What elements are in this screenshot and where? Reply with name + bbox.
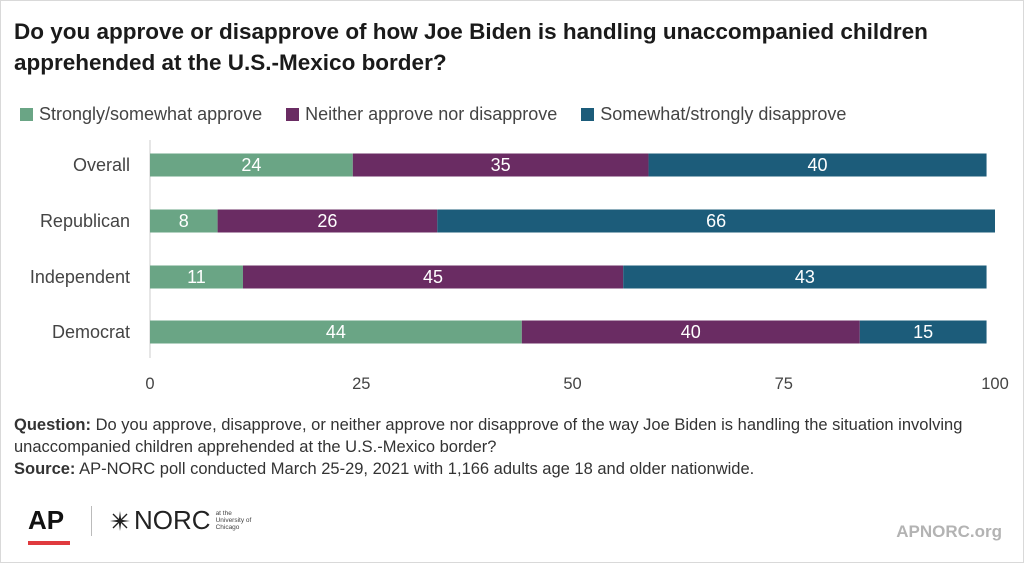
question-label: Question: — [14, 416, 91, 434]
legend-item-neither: Neither approve nor disapprove — [286, 104, 557, 125]
question-text: Do you approve, disapprove, or neither a… — [14, 416, 963, 456]
data-label-democrat-somewhat-strongly-disapprove: 15 — [913, 322, 933, 342]
norc-subtext: at the University of Chicago — [215, 510, 252, 531]
legend-label-approve: Strongly/somewhat approve — [39, 103, 263, 124]
bar-republican-somewhat-strongly-disapprove — [437, 209, 995, 233]
x-tick-label-25: 25 — [352, 375, 370, 393]
x-tick-label-0: 0 — [145, 375, 154, 393]
data-label-republican-somewhat-strongly-disapprove: 66 — [706, 211, 726, 231]
norc-logo: NORC at the University of Chicago — [110, 505, 258, 536]
chart-footer: Question: Do you approve, disapprove, or… — [14, 414, 1014, 480]
norc-wordmark: NORC — [134, 505, 211, 535]
bar-overall-neither-approve-nor-disapprove — [352, 153, 649, 177]
bar-democrat-strongly-somewhat-approve — [150, 320, 522, 344]
category-label-overall: Overall — [73, 155, 130, 175]
site-url: APNORC.org — [896, 522, 1002, 541]
bar-republican-strongly-somewhat-approve — [150, 209, 218, 233]
legend: Strongly/somewhat approve Neither approv… — [20, 100, 846, 128]
data-label-independent-neither-approve-nor-disapprove: 45 — [423, 267, 443, 287]
legend-swatch-disapprove — [581, 107, 595, 121]
legend-label-disapprove: Somewhat/strongly disapprove — [600, 103, 847, 124]
data-label-democrat-neither-approve-nor-disapprove: 40 — [681, 322, 701, 342]
chart-title: Do you approve or disapprove of how Joe … — [14, 19, 928, 75]
stacked-bar-chart: Overall 24 35 40 Republican 8 26 66 Independent 1… — [30, 140, 1009, 393]
bar-democrat-somewhat-strongly-disapprove — [859, 320, 987, 344]
ap-logo: AP — [28, 505, 65, 535]
x-tick-label-75: 75 — [775, 375, 793, 393]
data-label-republican-strongly-somewhat-approve: 8 — [179, 211, 189, 231]
data-label-overall-neither-approve-nor-disapprove: 35 — [491, 155, 511, 175]
bar-republican-neither-approve-nor-disapprove — [217, 209, 438, 233]
bar-independent-neither-approve-nor-disapprove — [242, 265, 624, 289]
legend-swatch-neither — [286, 107, 300, 121]
bar-independent-strongly-somewhat-approve — [150, 265, 243, 289]
category-label-republican: Republican — [40, 211, 130, 231]
data-label-overall-somewhat-strongly-disapprove: 40 — [808, 155, 828, 175]
legend-item-approve: Strongly/somewhat approve — [20, 104, 262, 125]
data-label-democrat-strongly-somewhat-approve: 44 — [326, 322, 346, 342]
category-label-democrat: Democrat — [52, 322, 130, 342]
bar-democrat-neither-approve-nor-disapprove — [521, 320, 860, 344]
legend-item-disapprove: Somewhat/strongly disapprove — [581, 104, 846, 125]
legend-swatch-approve — [20, 107, 33, 121]
logo-divider — [91, 506, 92, 536]
bar-overall-somewhat-strongly-disapprove — [648, 153, 987, 177]
category-label-independent: Independent — [30, 267, 130, 287]
legend-label-neither: Neither approve nor disapprove — [305, 103, 558, 124]
data-label-independent-somewhat-strongly-disapprove: 43 — [795, 267, 815, 287]
data-label-republican-neither-approve-nor-disapprove: 26 — [317, 211, 337, 231]
bar-overall-strongly-somewhat-approve — [150, 153, 353, 177]
source-note: Source: AP-NORC poll conducted March 25-… — [14, 458, 1014, 480]
question-note: Question: Do you approve, disapprove, or… — [14, 414, 1014, 458]
norc-star-icon — [110, 510, 130, 531]
data-label-overall-strongly-somewhat-approve: 24 — [241, 155, 261, 175]
bar-independent-somewhat-strongly-disapprove — [623, 265, 987, 289]
x-tick-label-50: 50 — [563, 375, 581, 393]
data-label-independent-strongly-somewhat-approve: 11 — [187, 267, 206, 287]
source-text: AP-NORC poll conducted March 25-29, 2021… — [79, 460, 755, 478]
x-tick-label-100: 100 — [981, 375, 1009, 393]
source-label: Source: — [14, 460, 76, 478]
ap-logo-underline — [28, 541, 70, 545]
